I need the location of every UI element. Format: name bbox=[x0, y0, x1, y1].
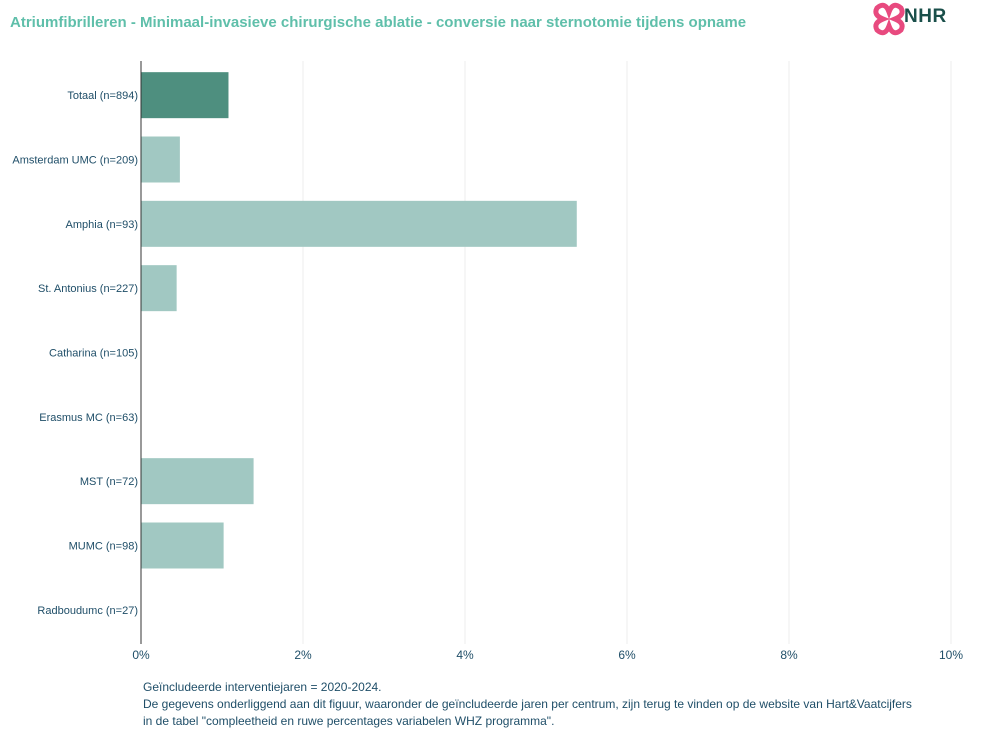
x-tick-label: 0% bbox=[132, 648, 150, 662]
footnote-line-2: De gegevens onderliggend aan dit figuur,… bbox=[143, 697, 912, 711]
category-label: Amphia (n=93) bbox=[66, 219, 138, 231]
nhr-logo-icon bbox=[873, 2, 905, 36]
bar bbox=[141, 522, 224, 569]
bar bbox=[141, 72, 229, 119]
category-label: MUMC (n=98) bbox=[69, 541, 138, 553]
bar bbox=[141, 136, 180, 183]
chart-title: Atriumfibrilleren - Minimaal-invasieve c… bbox=[10, 14, 747, 31]
footnote-line-1: Geïncludeerde interventiejaren = 2020-20… bbox=[143, 680, 382, 694]
bar bbox=[141, 458, 254, 505]
x-tick-label: 6% bbox=[618, 648, 636, 662]
bar bbox=[141, 265, 177, 312]
category-label: MST (n=72) bbox=[80, 476, 138, 488]
category-label: Totaal (n=894) bbox=[67, 90, 138, 102]
x-tick-label: 8% bbox=[780, 648, 798, 662]
category-label: Erasmus MC (n=63) bbox=[39, 412, 138, 424]
bar bbox=[141, 200, 577, 247]
x-tick-label: 2% bbox=[294, 648, 312, 662]
category-label: St. Antonius (n=227) bbox=[38, 283, 138, 295]
category-label: Amsterdam UMC (n=209) bbox=[12, 155, 138, 167]
footnote-line-3: in de tabel "compleetheid en ruwe percen… bbox=[143, 714, 555, 728]
logo-text: NHR bbox=[904, 6, 947, 27]
category-label: Catharina (n=105) bbox=[49, 348, 138, 360]
x-tick-label: 4% bbox=[456, 648, 474, 662]
footnote: Geïncludeerde interventiejaren = 2020-20… bbox=[143, 679, 912, 730]
x-tick-label: 10% bbox=[939, 648, 963, 662]
category-label: Radboudumc (n=27) bbox=[37, 605, 138, 617]
bar-chart: 0% 2% 4% 6% 8% 10% Totaal (n=894) Amsterdam UMC… bbox=[12, 61, 963, 662]
